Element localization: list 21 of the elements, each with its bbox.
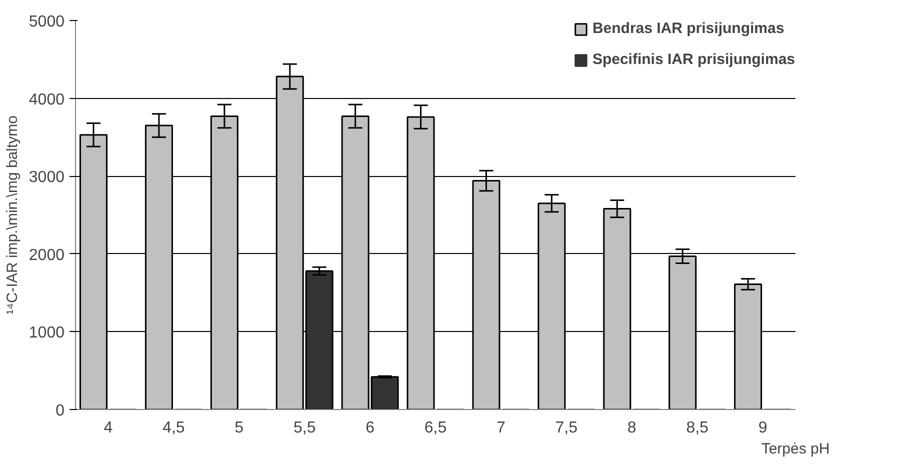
y-tick-label: 1000 <box>28 324 65 342</box>
x-tick-label: 5,5 <box>293 420 316 436</box>
y-tick-label: 2000 <box>28 246 65 264</box>
x-tick-label: 8,5 <box>686 420 709 436</box>
x-tick-label: 6,5 <box>424 420 447 436</box>
x-tick-label: 6 <box>366 420 375 436</box>
y-tick-label: 0 <box>56 402 65 420</box>
legend-label: Specifinis IAR prisijungimas <box>592 51 795 68</box>
x-tick-label: 8 <box>627 420 636 436</box>
y-tick-label: 4000 <box>28 91 65 108</box>
y-tick-label: 5000 <box>28 14 65 30</box>
x-tick-label: 4 <box>104 420 113 436</box>
y-axis-title: ¹⁴C-IAR imp.\min.\mg baltymo <box>4 116 21 314</box>
x-tick-label: 5 <box>234 420 244 436</box>
x-axis-title: Terpės pH <box>761 440 830 458</box>
x-tick-label: 4,5 <box>162 420 185 436</box>
legend-label: Bendras IAR prisijungimas <box>592 20 784 37</box>
x-tick-label: 7 <box>496 420 506 436</box>
x-tick-label: 9 <box>758 420 768 436</box>
x-tick-label: 7,5 <box>555 420 578 436</box>
y-tick-label: 3000 <box>28 169 65 186</box>
